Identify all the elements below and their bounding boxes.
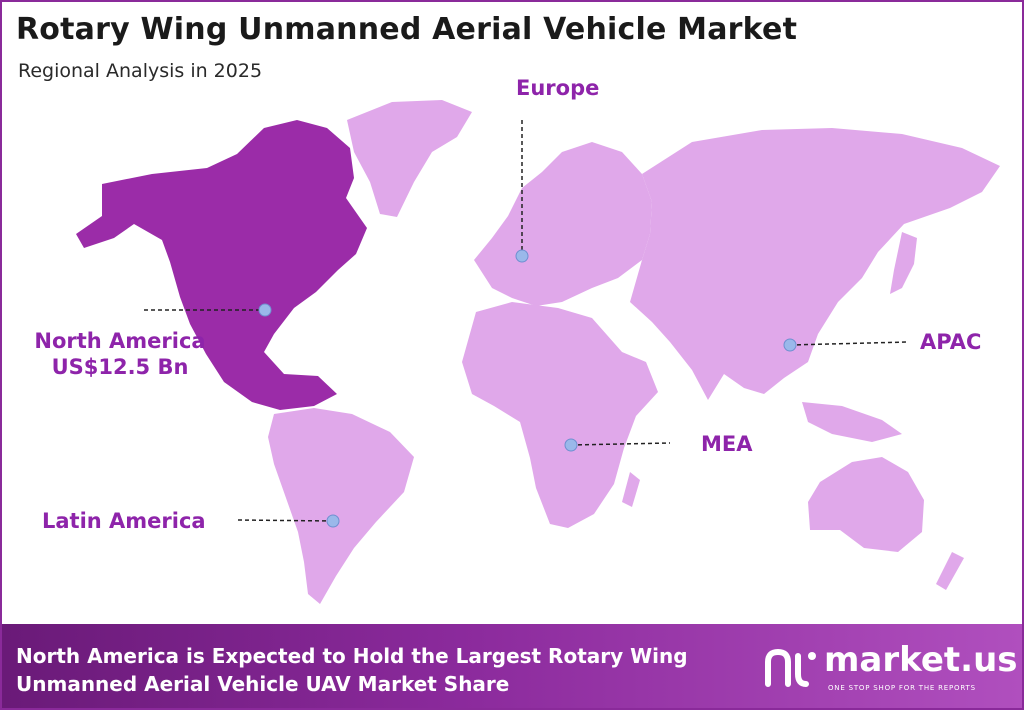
apac-leader	[789, 341, 909, 346]
asia-shape	[630, 128, 1000, 400]
europe-marker	[515, 249, 529, 263]
mea-marker	[564, 438, 578, 452]
latin-america-shape	[268, 408, 414, 604]
brand-name: market.us	[824, 640, 1018, 680]
mea-leader	[570, 442, 671, 446]
mea-label: MEA	[701, 432, 753, 456]
footer-statement: North America is Expected to Hold the La…	[16, 642, 688, 698]
apac-marker	[783, 338, 797, 352]
africa-shape	[462, 302, 658, 528]
latin-america-label: Latin America	[42, 509, 206, 533]
market-us-logo-icon	[765, 648, 816, 687]
footer-line-1: North America is Expected to Hold the La…	[16, 644, 688, 668]
southeast-asia-islands-shape	[802, 402, 902, 442]
north-america-value: US$12.5 Bn	[51, 355, 189, 379]
australia-shape	[808, 457, 924, 552]
world-map	[76, 100, 1000, 604]
japan-shape	[890, 232, 917, 294]
apac-label: APAC	[920, 330, 982, 354]
footer-line-2: Unmanned Aerial Vehicle UAV Market Share	[16, 672, 510, 696]
latin-america-marker	[326, 514, 340, 528]
north-america-label: North America US$12.5 Bn	[20, 328, 220, 380]
europe-label: Europe	[516, 76, 600, 100]
latin-america-leader	[237, 519, 334, 522]
brand-tagline: ONE STOP SHOP FOR THE REPORTS	[828, 684, 976, 692]
europe-shape	[474, 142, 652, 306]
north-america-marker	[258, 303, 272, 317]
north-america-name: North America	[34, 329, 206, 353]
page-subtitle: Regional Analysis in 2025	[18, 60, 263, 82]
brand-block: market.us ONE STOP SHOP FOR THE REPORTS	[762, 640, 1018, 694]
north-america-shape	[76, 120, 367, 410]
greenland-shape	[347, 100, 472, 217]
new-zealand-shape	[936, 552, 964, 590]
page-title: Rotary Wing Unmanned Aerial Vehicle Mark…	[16, 12, 798, 47]
madagascar-shape	[622, 472, 640, 507]
footer-banner: North America is Expected to Hold the La…	[2, 624, 1022, 708]
